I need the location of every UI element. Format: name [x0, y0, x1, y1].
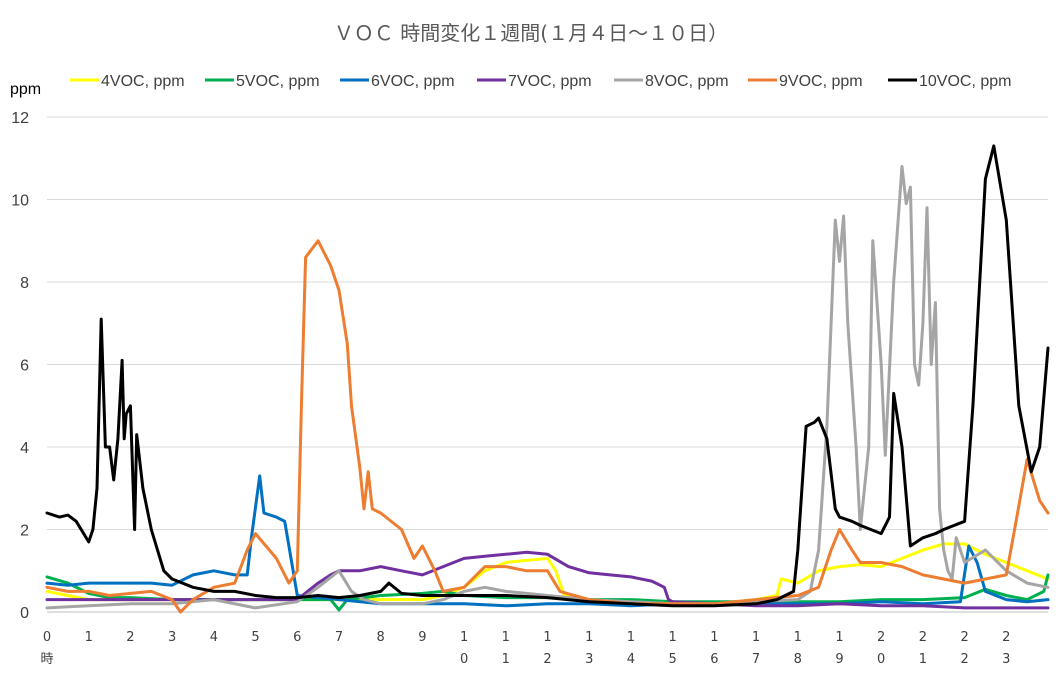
gridlines [47, 116, 1048, 613]
series-line-9voc [45, 239, 1050, 614]
x-tick-label: 2 [126, 630, 134, 645]
series-line-7voc [45, 550, 1050, 610]
legend-label-9voc: 9VOC, ppm [779, 73, 863, 90]
y-tick-label: 6 [20, 358, 29, 375]
y-tick-label: 0 [20, 605, 29, 622]
x-tick-label: 5 [251, 630, 259, 645]
x-tick-label: 7 [335, 630, 343, 645]
x-tick-label: 8 [377, 630, 385, 645]
legend-label-10voc: 10VOC, ppm [919, 73, 1011, 90]
legend-label-4voc: 4VOC, ppm [101, 73, 185, 90]
plot-area [45, 144, 1050, 614]
legend-label-8voc: 8VOC, ppm [645, 73, 729, 90]
y-tick-label: 2 [20, 523, 29, 540]
y-tick-label: 4 [20, 440, 29, 457]
series-line-6voc [45, 474, 1050, 608]
legend-label-7voc: 7VOC, ppm [508, 73, 592, 90]
legend-label-5voc: 5VOC, ppm [236, 73, 320, 90]
x-axis-ticks: 0 時1 2 3 4 5 6 7 8 9 1 01 11 21 31 41 51 61 71 81 92 02 12 22 3 [40, 630, 1010, 667]
x-tick-label: 4 [210, 630, 218, 645]
y-tick-label: 12 [11, 110, 29, 127]
x-tick-label: 3 [168, 630, 176, 645]
legend: 4VOC, ppm 5VOC, ppm 6VOC, ppm 7VOC, ppm 8VOC… [70, 73, 1011, 90]
x-tick-label: 1 [85, 630, 93, 645]
y-tick-label: 10 [11, 193, 29, 210]
legend-label-6voc: 6VOC, ppm [371, 73, 455, 90]
chart-title: ＶＯＣ 時間変化１週間(１月４日～１０日） [334, 21, 728, 45]
y-axis-unit-label: ppm [10, 81, 41, 98]
x-tick-label: 6 [293, 630, 301, 645]
y-axis-ticks: 0 2 4 6 8 10 12 [11, 110, 29, 622]
x-tick-label: 9 [418, 630, 426, 645]
series-line-8voc [45, 165, 1050, 610]
y-tick-label: 8 [20, 275, 29, 292]
series-line-10voc [45, 144, 1050, 608]
